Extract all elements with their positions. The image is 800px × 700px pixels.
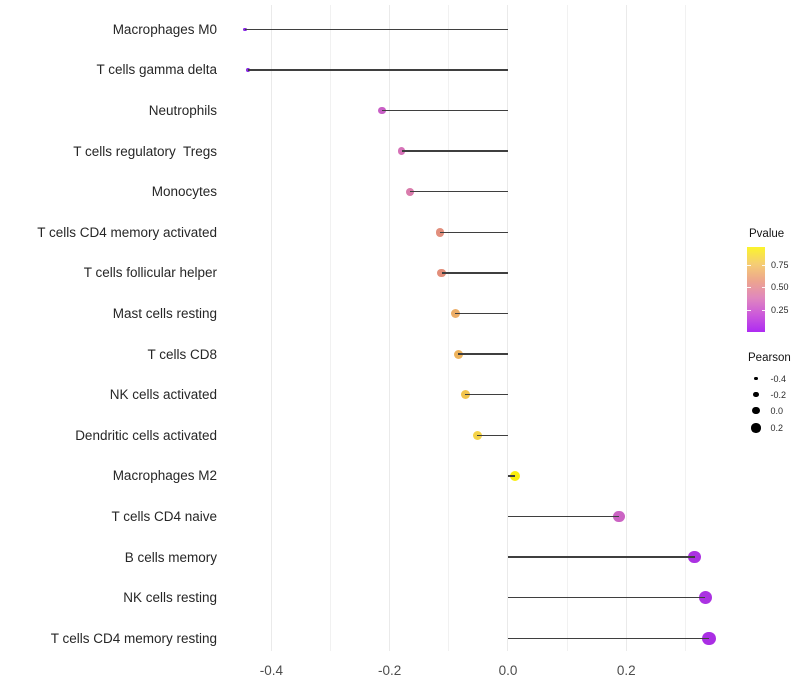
colorbar-tick [747, 287, 751, 288]
pearson-legend-title: Pearson [748, 352, 791, 364]
colorbar-tick-label: 0.25 [771, 305, 789, 315]
colorbar-tick-label: 0.50 [771, 282, 789, 292]
gridline-minor [566, 5, 568, 651]
y-axis-label: NK cells activated [109, 387, 217, 403]
y-axis-label: T cells CD4 naive [111, 508, 217, 524]
y-axis-label: Monocytes [151, 184, 217, 200]
y-axis-label: Dendritic cells activated [75, 427, 217, 443]
x-axis-tick-label: -0.4 [259, 663, 284, 678]
y-axis-label: Neutrophils [148, 103, 217, 119]
lollipop-stem [507, 515, 620, 518]
lollipop-stem [401, 150, 508, 152]
lollipop-point [397, 147, 406, 156]
colorbar-tick [761, 310, 765, 311]
lollipop-stem [465, 394, 508, 396]
lollipop-stem [477, 434, 508, 436]
lollipop-stem [458, 353, 508, 355]
pvalue-colorbar [747, 247, 765, 332]
lollipop-stem [507, 475, 516, 477]
pearson-legend-dot [754, 376, 758, 381]
gridline-major [507, 5, 509, 651]
lollipop-point [698, 591, 713, 605]
lollipop-stem [507, 556, 695, 558]
pearson-legend-label: -0.2 [770, 389, 787, 400]
y-axis-label: B cells memory [124, 549, 217, 565]
pearson-legend-dot [751, 423, 761, 433]
x-axis-tick-label: -0.2 [378, 663, 402, 678]
lollipop-stem [381, 109, 508, 112]
lollipop-point [245, 68, 250, 72]
gridline-major [389, 5, 391, 651]
lollipop-stem [410, 191, 508, 193]
lollipop-stem [244, 28, 508, 31]
x-axis-tick-label: 0.2 [616, 663, 636, 678]
pearson-legend-dot [753, 391, 759, 398]
lollipop-stem [455, 312, 508, 315]
y-axis-label: T cells CD8 [147, 346, 217, 362]
y-axis-label: T cells CD4 memory resting [50, 630, 217, 646]
pearson-legend-label: 0.2 [770, 423, 784, 433]
lollipop-point [510, 470, 521, 481]
lollipop-stem [439, 231, 508, 234]
y-axis-label: T cells regulatory Tregs [73, 143, 217, 159]
lollipop-stem [441, 272, 508, 274]
colorbar-tick [761, 287, 765, 288]
colorbar-tick-label: 0.75 [771, 259, 789, 270]
y-axis-label: NK cells resting [123, 590, 217, 606]
gridline-major [270, 5, 272, 651]
y-axis-label: T cells CD4 memory activated [37, 224, 217, 240]
gridline-minor [684, 5, 686, 651]
pearson-legend-label: -0.4 [770, 373, 787, 384]
lollipop-point [460, 390, 470, 400]
lollipop-point [613, 510, 625, 523]
lollipop-point [242, 27, 247, 32]
pvalue-legend-title: Pvalue [749, 228, 785, 240]
lollipop-point [702, 631, 716, 645]
y-axis-label: Mast cells resting [112, 306, 217, 322]
colorbar-tick [747, 264, 751, 266]
lollipop-point [472, 430, 482, 440]
x-axis-tick-label: 0.0 [498, 663, 518, 678]
lollipop-stem [507, 637, 710, 639]
gridline-major [625, 5, 627, 651]
y-axis-label: T cells follicular helper [83, 265, 217, 281]
y-axis-label: T cells gamma delta [96, 62, 217, 78]
pearson-legend-label: 0.0 [770, 405, 784, 416]
gridline-minor [448, 5, 450, 651]
colorbar-tick [761, 264, 765, 266]
y-axis-label: Macrophages M0 [112, 21, 217, 37]
pearson-legend-dot [752, 406, 760, 415]
lollipop-stem [507, 596, 706, 599]
gridline-minor [330, 5, 332, 651]
lollipop-stem [247, 69, 508, 71]
colorbar-tick [747, 310, 751, 311]
y-axis-label: Macrophages M2 [112, 468, 217, 484]
